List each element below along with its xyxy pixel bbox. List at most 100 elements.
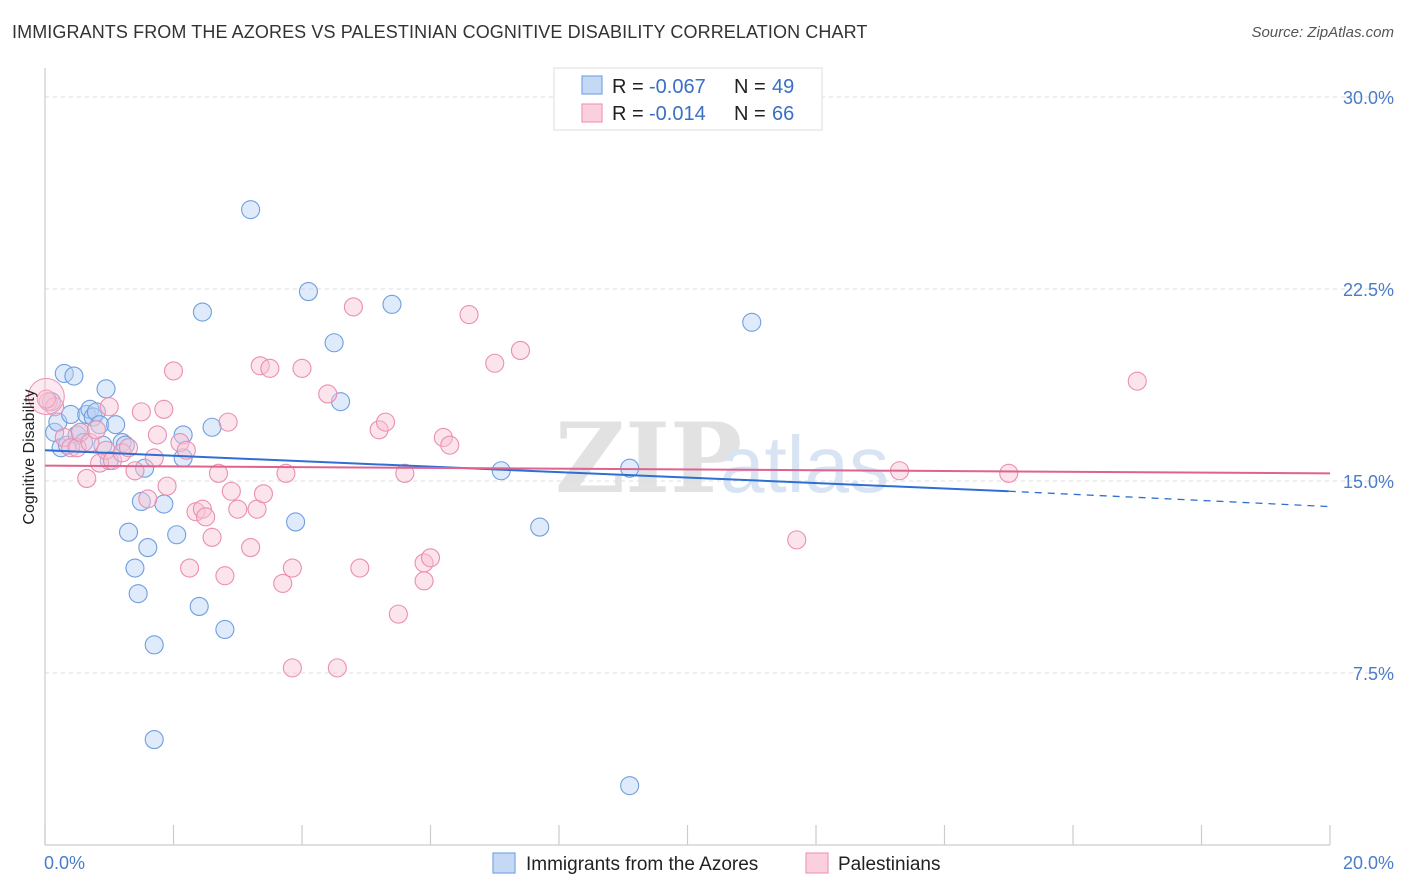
palestinians-point-57 (440, 435, 460, 455)
palestinians-point-58 (459, 305, 479, 325)
palestinians-point-60 (510, 340, 531, 360)
azores-point-27 (138, 538, 158, 558)
watermark-zip: ZIP (555, 402, 742, 515)
bottom-legend-swatch-azores (492, 852, 516, 874)
palestinians-point-64 (1127, 371, 1147, 391)
bottom-legend-label-azores: Immigrants from the Azores (526, 854, 758, 875)
legend-r-value-azores: -0.067 (649, 76, 706, 98)
palestinians-point-45 (318, 384, 338, 404)
palestinians-point-20 (154, 399, 174, 419)
legend-n-value-azores: 49 (772, 76, 794, 98)
palestinians-point-59 (485, 353, 505, 373)
x-tick-label-max: 20.0% (1343, 853, 1394, 873)
palestinians-point-51 (388, 604, 408, 624)
azores-point-6 (61, 404, 81, 424)
azores-point-45 (530, 517, 550, 537)
palestinians-point-31 (215, 566, 235, 586)
azores-point-37 (215, 619, 235, 640)
legend-top: R = -0.067 N = 49 R = -0.014 N = 66 (553, 67, 823, 131)
palestinians-point-39 (260, 358, 280, 378)
palestinians-point-55 (420, 548, 441, 568)
palestinians-point-28 (196, 507, 216, 527)
azores-point-34 (189, 596, 209, 616)
azores-point-40 (298, 282, 318, 302)
palestinians-point-14 (118, 438, 139, 458)
palestinians-point-23 (170, 433, 190, 453)
legend-r-value-palestinians: -0.014 (649, 103, 706, 125)
azores-point-20 (112, 433, 132, 453)
azores-point-43 (382, 294, 402, 314)
azores-point-17 (96, 379, 116, 399)
palestinians-point-large (27, 378, 65, 416)
palestinians-point-16 (131, 402, 151, 422)
palestinians-point-8 (86, 420, 106, 440)
palestinians-point-11 (99, 397, 119, 417)
grid-lines (45, 96, 1394, 674)
palestinians-point-63 (999, 463, 1019, 483)
azores-point-24 (128, 584, 148, 604)
azores-point-35 (192, 302, 212, 322)
palestinians-point-54 (414, 553, 434, 573)
azores-point-38 (241, 200, 261, 220)
palestinians-point-53 (414, 571, 434, 591)
x-tick-label-min: 0.0% (44, 853, 85, 873)
palestinians-point-30 (208, 463, 229, 483)
y-tick-label-2: 22.5% (1343, 280, 1394, 300)
azores-point-32 (173, 425, 193, 445)
palestinians-point-21 (157, 476, 177, 496)
legend-r-label-azores: R = (612, 76, 644, 98)
palestinians-point-46 (327, 658, 347, 678)
y-axis-label: Cognitive Disability (21, 389, 38, 524)
azores-point-19 (106, 415, 126, 435)
palestinians-point-22 (163, 361, 184, 381)
series-palestinians-points (27, 297, 1147, 678)
azores-point-39 (286, 512, 306, 532)
palestinians-point-25 (180, 558, 200, 578)
azores-point-30 (154, 494, 174, 514)
series-azores-points (41, 200, 762, 796)
palestinians-point-29 (202, 527, 222, 547)
bottom-legend-swatch-palestinians (805, 852, 829, 874)
palestinians-point-17 (138, 489, 158, 509)
palestinians-point-42 (282, 558, 302, 578)
palestinians-point-56 (433, 427, 453, 448)
source-label: Source: ZipAtlas.com (1251, 24, 1394, 41)
legend-n-label-palestinians: N = (734, 103, 766, 125)
trend-lines (44, 449, 1331, 508)
palestinians-point-44 (292, 358, 312, 378)
azores-point-13 (83, 407, 103, 427)
azores-point-22 (118, 522, 139, 542)
palestinians-point-19 (147, 425, 167, 445)
legend-bottom: Immigrants from the Azores Palestinians (492, 852, 940, 875)
y-tick-label-0: 7.5% (1353, 664, 1394, 684)
palestinians-point-6 (77, 468, 97, 488)
palestinians-point-61 (787, 530, 807, 550)
legend-n-value-palestinians: 66 (772, 103, 794, 125)
azores-point-46 (620, 776, 640, 796)
legend-swatch-palestinians (581, 103, 603, 123)
palestinians-point-15 (125, 461, 145, 481)
palestinians-point-35 (241, 538, 261, 558)
palestinians-point-34 (228, 499, 248, 519)
chart-title: IMMIGRANTS FROM THE AZORES VS PALESTINIA… (12, 22, 868, 42)
y-tick-label-3: 30.0% (1343, 88, 1394, 108)
azores-point-7 (64, 366, 84, 386)
palestinians-point-27 (192, 499, 212, 519)
watermark-atlas: atlas (720, 420, 889, 509)
palestinians-point-1 (45, 397, 65, 417)
azores-point-28 (144, 635, 164, 655)
trend-line-azores (44, 449, 1009, 493)
legend-n-label-azores: N = (734, 76, 766, 98)
azores-point-36 (202, 417, 222, 437)
palestinians-point-32 (218, 412, 238, 432)
palestinians-point-49 (369, 420, 389, 440)
palestinians-point-33 (221, 481, 241, 501)
palestinians-point-52 (395, 463, 415, 483)
azores-point-15 (90, 415, 110, 435)
y-tick-label-1: 15.0% (1343, 472, 1394, 492)
palestinians-point-47 (343, 297, 363, 317)
palestinians-point-38 (253, 484, 274, 504)
azores-point-23 (125, 558, 145, 578)
y-tick-labels: 7.5% 15.0% 22.5% 30.0% (1343, 88, 1394, 684)
